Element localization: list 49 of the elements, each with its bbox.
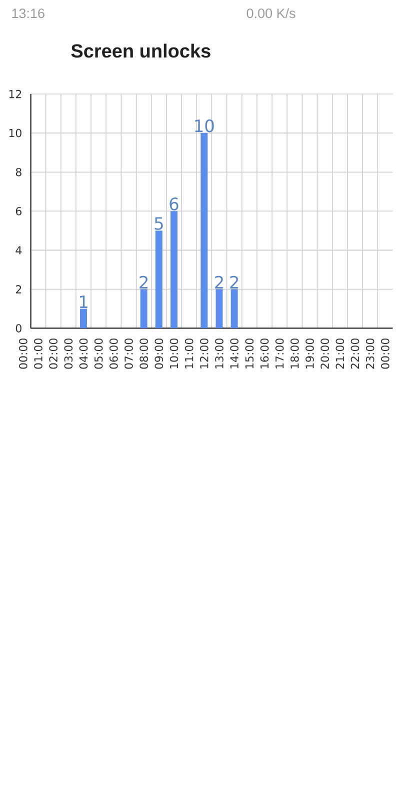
x-tick-label: 02:00 (49, 338, 58, 369)
x-tick-label: 18:00 (290, 338, 299, 368)
y-tick-label: 4 (16, 246, 22, 254)
x-tick-label: 17:00 (275, 338, 284, 368)
data-label: 10 (195, 119, 214, 132)
y-tick-label: 6 (16, 206, 22, 216)
x-tick-label: 20:00 (320, 338, 329, 369)
bar (230, 289, 238, 328)
bar (170, 211, 178, 328)
x-tick-label: 15:00 (245, 338, 254, 368)
x-tick-label: 14:00 (230, 338, 238, 368)
x-tick-label: 10:00 (170, 338, 178, 368)
bar (140, 289, 148, 328)
y-tick-label: 12 (9, 90, 22, 98)
x-tick-label: 23:00 (366, 338, 374, 369)
x-tick-label: 12:00 (200, 338, 208, 368)
x-tick-label: 05:00 (94, 338, 103, 369)
bar (200, 133, 208, 328)
bar (216, 289, 223, 328)
x-tick-label: 16:00 (260, 338, 269, 368)
bar (80, 308, 87, 328)
y-tick-label: 0 (16, 324, 22, 332)
x-tick-label: 07:00 (124, 338, 133, 369)
x-tick-label: 03:00 (64, 338, 73, 369)
bar (155, 230, 162, 328)
x-tick-label: 09:00 (154, 338, 164, 369)
x-tick-label: 00:00 (381, 338, 390, 369)
data-label: 2 (230, 276, 238, 288)
x-tick-label: 11:00 (184, 338, 194, 368)
text: 0.00 K/s (246, 8, 296, 18)
x-tick-label: 22:00 (350, 338, 360, 369)
x-tick-label: 04:00 (79, 338, 88, 369)
x-tick-label: 00:00 (19, 338, 28, 369)
y-tick-label: 2 (16, 285, 22, 294)
data-label: 2 (140, 276, 148, 288)
y-tick-label: 10 (9, 128, 22, 138)
data-label: 1 (80, 296, 88, 308)
x-tick-label: 01:00 (34, 338, 42, 369)
y-tick-label: 8 (16, 168, 22, 176)
x-tick-label: 06:00 (110, 338, 118, 369)
x-tick-label: 19:00 (306, 338, 314, 368)
x-tick-label: 21:00 (336, 338, 344, 369)
chart-title: Screen unlocks (71, 44, 210, 58)
x-tick-label: 13:00 (215, 338, 224, 368)
data-label: 5 (154, 217, 163, 230)
x-tick-label: 08:00 (140, 338, 148, 369)
data-label: 2 (215, 276, 223, 288)
data-label: 6 (170, 197, 178, 210)
text: 13:16 (12, 8, 44, 18)
